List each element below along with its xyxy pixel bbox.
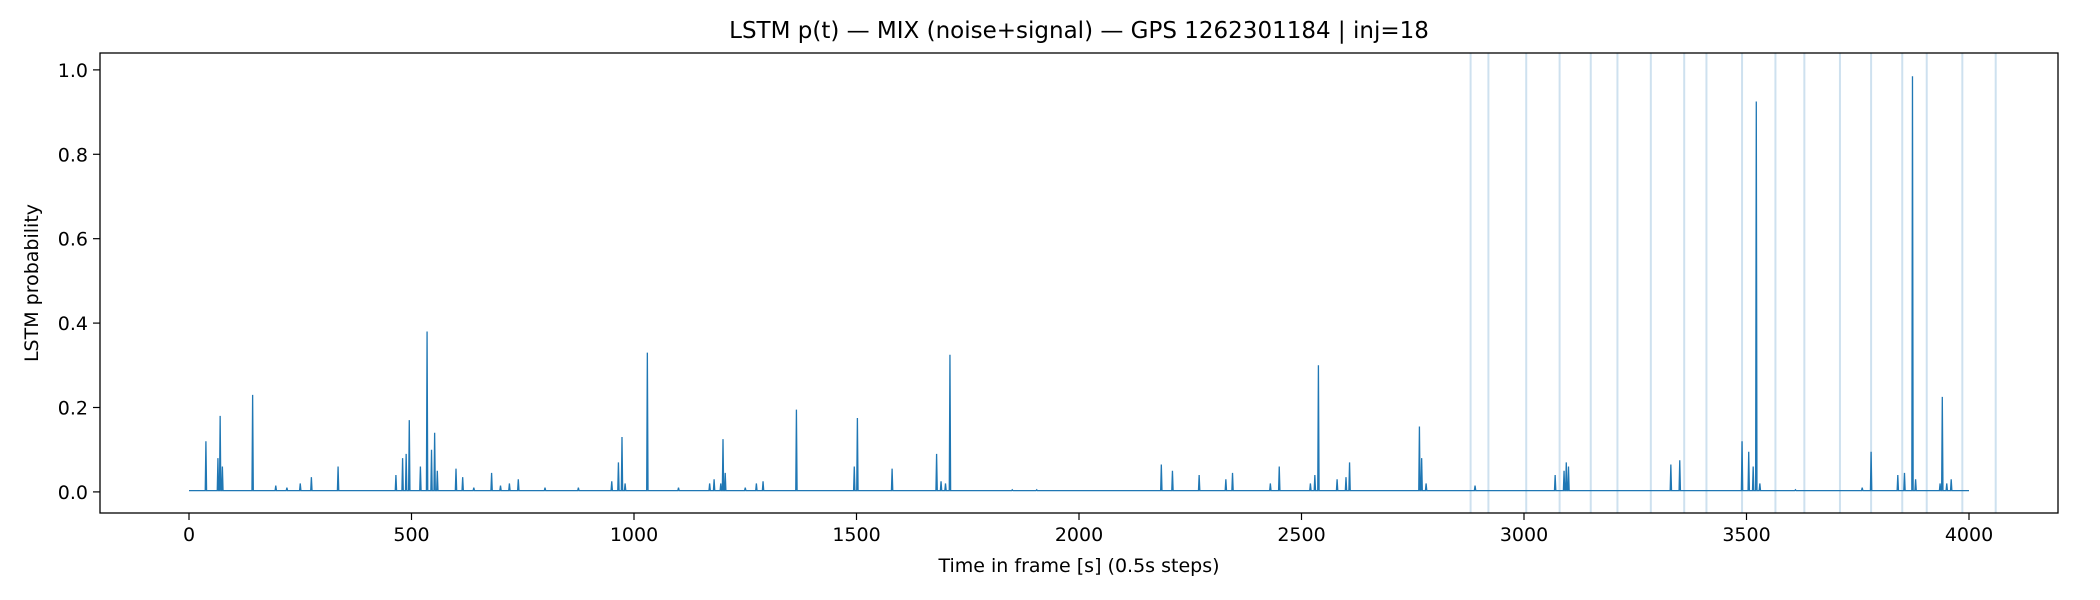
- x-tick-label: 1000: [610, 524, 658, 546]
- y-axis-label: LSTM probability: [21, 204, 43, 362]
- x-tick-label: 0: [183, 524, 195, 546]
- x-axis-label: Time in frame [s] (0.5s steps): [937, 555, 1219, 577]
- y-tick-label: 1.0: [58, 60, 88, 82]
- chart-title: LSTM p(t) — MIX (noise+signal) — GPS 126…: [729, 18, 1429, 44]
- x-tick-label: 2500: [1277, 524, 1325, 546]
- x-tick-label: 3000: [1500, 524, 1548, 546]
- y-tick-label: 0.8: [58, 144, 88, 166]
- y-tick-label: 0.2: [58, 397, 88, 419]
- y-axis: 0.0 0.2 0.4 0.6 0.8 1.0: [58, 60, 100, 504]
- y-tick-label: 0.4: [58, 313, 88, 335]
- y-tick-label: 0.6: [58, 229, 88, 251]
- x-tick-label: 4000: [1945, 524, 1993, 546]
- plot-frame: [99, 52, 2059, 514]
- injection-markers: [1469, 53, 1997, 513]
- y-tick-label: 0.0: [58, 482, 88, 504]
- x-tick-label: 2000: [1055, 524, 1103, 546]
- x-tick-label: 500: [393, 524, 429, 546]
- x-tick-label: 1500: [832, 524, 880, 546]
- series-line-lstm-probability: [189, 76, 1969, 492]
- x-tick-label: 3500: [1722, 524, 1770, 546]
- x-axis: 0 500 1000 1500 2000 2500 3000 3500 4000: [183, 513, 1993, 546]
